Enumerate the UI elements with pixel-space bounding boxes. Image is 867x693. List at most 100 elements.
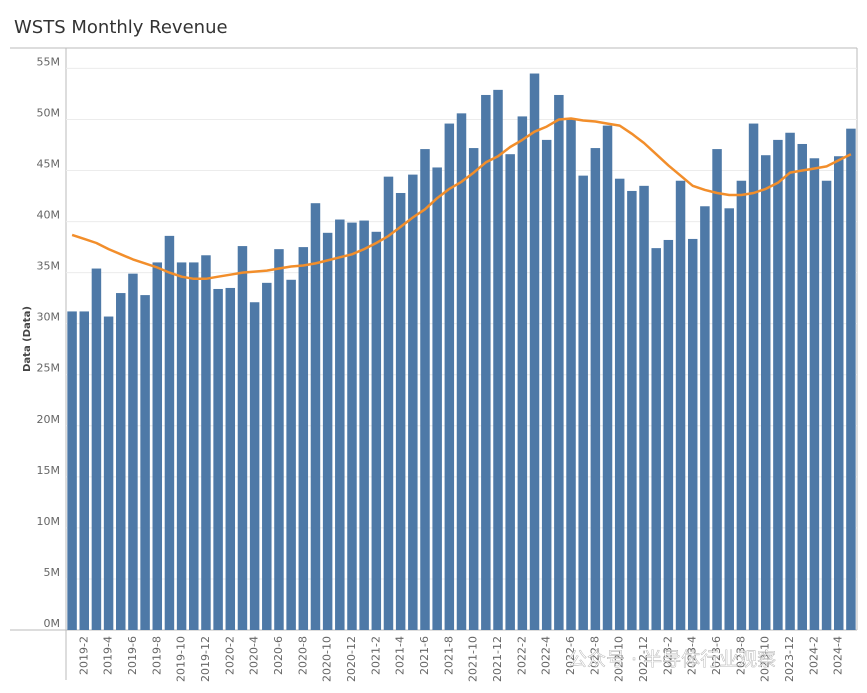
- bar: [505, 154, 515, 631]
- bar: [797, 143, 807, 630]
- bar: [687, 238, 698, 631]
- bar: [249, 302, 260, 630]
- bar: [152, 262, 163, 630]
- bar: [590, 148, 601, 630]
- bar: [347, 222, 357, 630]
- bar: [663, 239, 674, 631]
- x-tick-label: 2023-2: [661, 636, 674, 675]
- bar: [274, 249, 284, 630]
- bar: [91, 268, 102, 630]
- bar: [116, 293, 126, 630]
- y-tick-label: 10M: [37, 515, 61, 528]
- x-tick-label: 2020-8: [296, 636, 309, 675]
- watermark: 公众号 · 半导体行业观察: [568, 649, 776, 671]
- bar: [529, 73, 540, 631]
- x-tick-label: 2021-10: [467, 636, 480, 682]
- bar: [748, 123, 759, 630]
- bar: [736, 180, 747, 630]
- bar: [444, 123, 455, 630]
- y-tick-label: 25M: [37, 362, 61, 375]
- x-tick-label: 2019-10: [175, 636, 188, 682]
- x-tick-label: 2020-10: [321, 636, 334, 682]
- bar: [541, 139, 552, 631]
- x-tick-label: 2023-12: [783, 636, 796, 682]
- bar: [225, 287, 236, 630]
- bar: [213, 288, 223, 630]
- x-tick-label: 2021-6: [418, 636, 431, 675]
- bar: [821, 180, 832, 630]
- y-tick-label: 15M: [37, 464, 61, 477]
- bar: [67, 311, 77, 630]
- bar: [237, 246, 248, 630]
- bar: [554, 94, 564, 630]
- bar: [201, 255, 211, 630]
- bar: [298, 247, 309, 630]
- bar: [432, 167, 442, 630]
- bar: [517, 116, 528, 631]
- x-tick-label: 2021-8: [442, 636, 455, 675]
- x-tick-label: 2022-12: [637, 636, 650, 682]
- x-tick-label: 2022-4: [540, 636, 553, 675]
- bar: [627, 190, 637, 630]
- bar: [140, 295, 150, 630]
- bar: [773, 139, 783, 631]
- x-tick-label: 2024-4: [832, 636, 845, 675]
- x-tick-label: 2020-12: [345, 636, 358, 682]
- y-tick-label: 50M: [37, 106, 61, 119]
- bar: [578, 175, 588, 630]
- x-tick-label: 2020-6: [272, 636, 285, 675]
- bar: [262, 282, 272, 630]
- bar: [675, 180, 686, 630]
- bar: [103, 316, 114, 630]
- y-tick-label: 55M: [37, 55, 61, 68]
- bar: [724, 208, 734, 630]
- bar: [164, 235, 175, 630]
- y-tick-label: 0M: [44, 617, 61, 630]
- y-tick-label: 45M: [37, 158, 61, 171]
- bar: [614, 178, 625, 630]
- bar: [383, 176, 394, 630]
- x-tick-label: 2023-6: [710, 636, 723, 675]
- bar: [359, 220, 369, 630]
- trend-line: [71, 117, 852, 281]
- bar: [700, 206, 710, 630]
- x-tick-label: 2019-4: [102, 636, 115, 675]
- bar: [395, 192, 406, 630]
- bar: [651, 248, 661, 630]
- bar: [176, 262, 187, 630]
- x-tick-label: 2023-8: [734, 636, 747, 675]
- x-tick-label: 2021-12: [491, 636, 504, 682]
- x-tick-label: 2022-6: [564, 636, 577, 675]
- y-axis-label: Data (Data): [22, 306, 33, 372]
- bar: [760, 155, 771, 631]
- bar: [128, 273, 138, 630]
- bar: [468, 148, 479, 630]
- x-tick-label: 2020-2: [223, 636, 236, 675]
- bar: [846, 128, 856, 631]
- bar: [286, 279, 296, 630]
- x-tick-label: 2020-4: [248, 636, 261, 675]
- bar: [809, 158, 820, 630]
- bar: [420, 149, 430, 630]
- x-tick-label: 2024-2: [807, 636, 820, 675]
- y-tick-label: 30M: [37, 311, 61, 324]
- y-tick-label: 20M: [37, 413, 61, 426]
- x-tick-label: 2023-4: [686, 636, 699, 675]
- x-tick-label: 2021-2: [369, 636, 382, 675]
- bar: [310, 203, 321, 630]
- bar: [834, 156, 844, 631]
- bar: [322, 232, 333, 630]
- bar: [408, 174, 418, 630]
- x-tick-label: 2021-4: [394, 636, 407, 675]
- x-tick-label: 2022-2: [515, 636, 528, 675]
- bar: [481, 94, 491, 630]
- bar: [189, 262, 199, 630]
- bar: [602, 125, 613, 630]
- bar: [639, 185, 649, 630]
- x-tick-label: 2019-6: [126, 636, 139, 675]
- y-tick-label: 40M: [37, 209, 61, 222]
- x-tick-label: 2019-2: [77, 636, 90, 675]
- y-tick-label: 5M: [44, 566, 61, 579]
- x-tick-label: 2019-8: [150, 636, 163, 675]
